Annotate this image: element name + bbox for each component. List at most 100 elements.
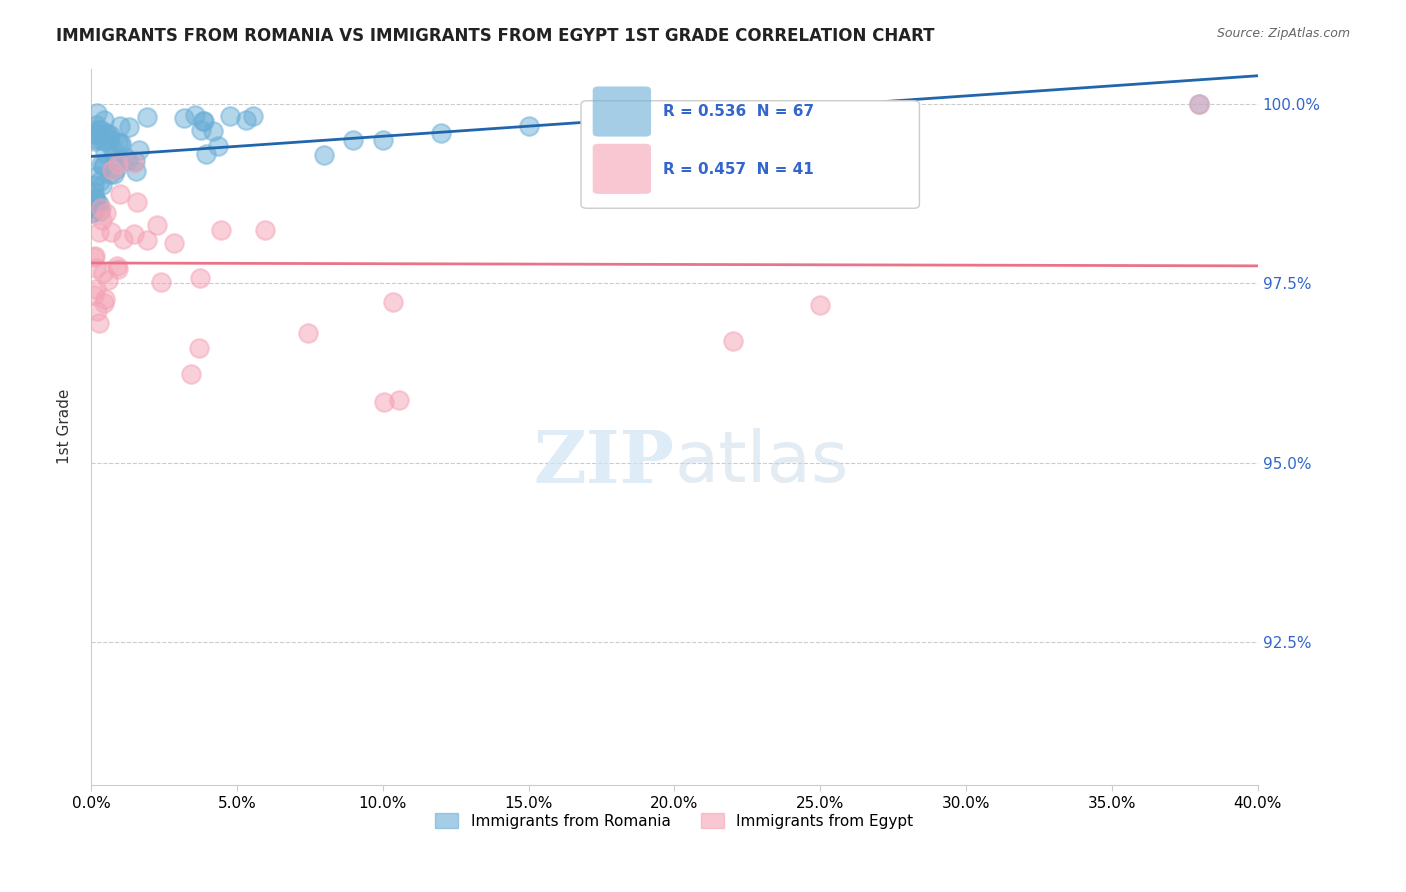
Immigrants from Romania — [124, 154, 146, 169]
Immigrants from Romania — [84, 128, 107, 142]
Immigrants from Romania — [93, 113, 115, 128]
Immigrants from Romania — [80, 205, 103, 219]
Immigrants from Romania — [219, 109, 242, 123]
Immigrants from Egypt — [297, 326, 319, 340]
Immigrants from Egypt — [94, 205, 117, 219]
Immigrants from Romania — [183, 108, 205, 122]
Immigrants from Egypt — [87, 316, 110, 330]
Immigrants from Egypt — [93, 292, 115, 306]
Text: R = 0.457  N = 41: R = 0.457 N = 41 — [662, 161, 814, 177]
Immigrants from Romania — [84, 118, 107, 132]
Immigrants from Egypt — [111, 232, 134, 246]
Immigrants from Romania — [117, 153, 139, 167]
Immigrants from Egypt — [83, 250, 105, 264]
Immigrants from Romania — [98, 167, 121, 181]
FancyBboxPatch shape — [593, 144, 651, 194]
Immigrants from Romania — [191, 114, 214, 128]
Immigrants from Egypt — [188, 341, 211, 355]
Immigrants from Romania — [83, 185, 105, 199]
Immigrants from Romania — [235, 112, 257, 127]
Immigrants from Romania — [94, 134, 117, 148]
Immigrants from Romania — [517, 119, 540, 133]
Immigrants from Egypt — [180, 368, 202, 382]
Immigrants from Romania — [84, 134, 107, 148]
Immigrants from Romania — [173, 111, 195, 125]
Immigrants from Romania — [101, 141, 124, 155]
FancyBboxPatch shape — [581, 101, 920, 208]
Text: IMMIGRANTS FROM ROMANIA VS IMMIGRANTS FROM EGYPT 1ST GRADE CORRELATION CHART: IMMIGRANTS FROM ROMANIA VS IMMIGRANTS FR… — [56, 27, 935, 45]
Immigrants from Romania — [207, 139, 229, 153]
Immigrants from Romania — [90, 123, 112, 137]
Immigrants from Romania — [108, 120, 131, 134]
Immigrants from Romania — [89, 204, 111, 219]
Immigrants from Romania — [128, 143, 150, 157]
Immigrants from Egypt — [808, 298, 831, 312]
Immigrants from Egypt — [209, 223, 232, 237]
Text: ZIP: ZIP — [533, 427, 675, 498]
Immigrants from Romania — [94, 146, 117, 161]
Immigrants from Romania — [91, 159, 114, 173]
Immigrants from Romania — [135, 111, 157, 125]
FancyBboxPatch shape — [593, 87, 651, 136]
Immigrants from Romania — [430, 126, 453, 140]
Immigrants from Romania — [114, 150, 136, 164]
Immigrants from Romania — [84, 197, 107, 211]
Immigrants from Romania — [84, 131, 107, 145]
Immigrants from Romania — [83, 191, 105, 205]
Immigrants from Romania — [103, 167, 125, 181]
Immigrants from Romania — [342, 133, 364, 147]
Immigrants from Romania — [1188, 97, 1211, 112]
Immigrants from Romania — [87, 128, 110, 142]
Immigrants from Romania — [82, 205, 104, 219]
Immigrants from Egypt — [86, 304, 108, 318]
Text: atlas: atlas — [675, 428, 849, 497]
Immigrants from Romania — [89, 174, 111, 188]
Immigrants from Romania — [82, 201, 104, 215]
Immigrants from Egypt — [373, 395, 395, 409]
Immigrants from Egypt — [83, 287, 105, 301]
Immigrants from Egypt — [107, 157, 129, 171]
Immigrants from Egypt — [105, 259, 128, 273]
Immigrants from Romania — [96, 126, 118, 140]
Immigrants from Egypt — [90, 201, 112, 215]
Immigrants from Romania — [118, 120, 141, 135]
Immigrants from Egypt — [382, 294, 405, 309]
Immigrants from Romania — [190, 123, 212, 137]
Immigrants from Egypt — [122, 227, 145, 241]
Immigrants from Egypt — [87, 225, 110, 239]
Immigrants from Romania — [94, 127, 117, 141]
Immigrants from Egypt — [145, 218, 167, 232]
Immigrants from Romania — [105, 162, 128, 177]
Immigrants from Egypt — [100, 225, 122, 239]
Immigrants from Romania — [103, 149, 125, 163]
Immigrants from Romania — [80, 192, 103, 206]
Immigrants from Egypt — [1188, 97, 1211, 112]
Immigrants from Romania — [90, 133, 112, 147]
Immigrants from Egypt — [150, 276, 173, 290]
Immigrants from Romania — [107, 136, 129, 150]
Immigrants from Egypt — [188, 270, 211, 285]
Immigrants from Egypt — [108, 187, 131, 202]
Immigrants from Egypt — [388, 393, 411, 408]
Immigrants from Romania — [125, 164, 148, 178]
Immigrants from Egypt — [122, 155, 145, 169]
Immigrants from Egypt — [97, 273, 120, 287]
Immigrants from Romania — [86, 169, 108, 183]
Immigrants from Romania — [87, 123, 110, 137]
Y-axis label: 1st Grade: 1st Grade — [58, 389, 72, 465]
Legend: Immigrants from Romania, Immigrants from Egypt: Immigrants from Romania, Immigrants from… — [429, 806, 920, 835]
Immigrants from Egypt — [93, 266, 115, 280]
Immigrants from Egypt — [101, 163, 124, 178]
Immigrants from Romania — [201, 124, 224, 138]
Immigrants from Egypt — [93, 295, 115, 310]
Immigrants from Egypt — [86, 261, 108, 276]
Immigrants from Romania — [83, 178, 105, 192]
Immigrants from Egypt — [84, 250, 107, 264]
Text: R = 0.536  N = 67: R = 0.536 N = 67 — [662, 104, 814, 120]
Immigrants from Romania — [108, 137, 131, 152]
Immigrants from Romania — [110, 136, 132, 151]
Immigrants from Romania — [98, 133, 121, 147]
Immigrants from Egypt — [91, 213, 114, 227]
Immigrants from Romania — [87, 197, 110, 211]
Immigrants from Romania — [83, 124, 105, 138]
